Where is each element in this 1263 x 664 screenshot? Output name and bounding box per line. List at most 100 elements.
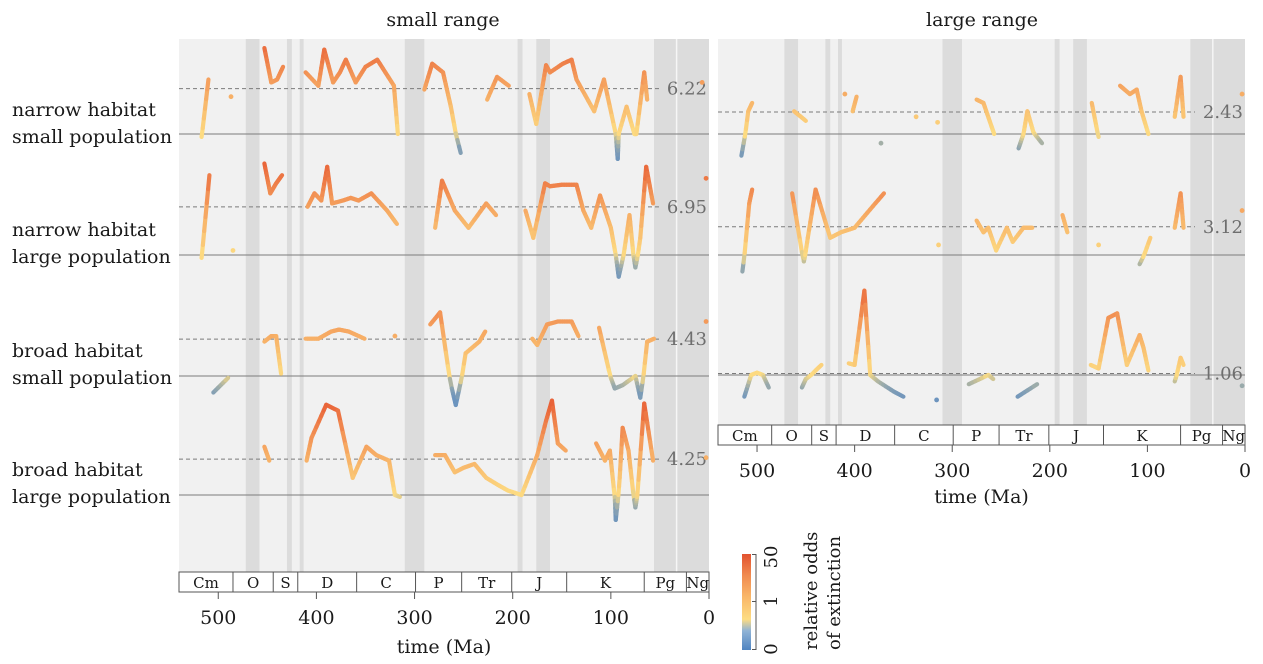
row-label-4-line2: large population bbox=[12, 486, 171, 508]
x-tick-label: 0 bbox=[1239, 460, 1251, 482]
series-2-segment bbox=[765, 383, 771, 390]
x-tick-label: 400 bbox=[836, 460, 872, 482]
legend-tick-label-1: 1 bbox=[761, 595, 782, 606]
series-0-segment bbox=[801, 117, 808, 123]
series-1-segment bbox=[199, 242, 205, 261]
left-panel-title: small range bbox=[386, 9, 499, 31]
period-strip bbox=[178, 571, 710, 593]
series-2-segment bbox=[818, 362, 824, 368]
period-label-J: J bbox=[534, 574, 542, 592]
row-label-2-line1: narrow habitat bbox=[12, 219, 156, 241]
period-label-K: K bbox=[600, 574, 612, 592]
period-label-C: C bbox=[918, 427, 929, 445]
series-0-point bbox=[913, 114, 919, 120]
x-tick-label: 300 bbox=[396, 607, 432, 629]
legend-tick-label-50: 50 bbox=[761, 546, 782, 569]
series-2-segment bbox=[1031, 382, 1040, 389]
extinction-band-0 bbox=[245, 39, 260, 572]
row-label-4: broad habitat large population bbox=[12, 459, 171, 508]
period-label-S: S bbox=[819, 427, 829, 445]
small-range-panel: 6.22 6.95 4.43 4.25 Cm O S D C P Tr J K Pg Ng 500 400 300… bbox=[178, 39, 715, 658]
series-3-segment bbox=[638, 431, 645, 452]
series-1-segment bbox=[393, 219, 399, 227]
series-0-point bbox=[228, 94, 234, 100]
x-tick-label: 0 bbox=[703, 607, 715, 629]
extinction-band-4 bbox=[1054, 39, 1060, 425]
x-tick-label: 500 bbox=[200, 607, 236, 629]
period-label-K: K bbox=[1136, 427, 1148, 445]
legend-tick-label-0: 0 bbox=[761, 643, 782, 654]
period-label-Pg: Pg bbox=[1192, 427, 1212, 445]
series-1-segment bbox=[204, 187, 211, 206]
series-1-point bbox=[1096, 242, 1102, 248]
series-2-segment bbox=[863, 302, 869, 321]
legend-colorbar bbox=[742, 554, 751, 650]
period-label-Ng: Ng bbox=[686, 574, 709, 592]
series-2-point bbox=[1239, 383, 1245, 389]
series-0-segment bbox=[853, 94, 859, 102]
period-label-O: O bbox=[247, 574, 259, 592]
period-label-S: S bbox=[280, 574, 290, 592]
series-2-segment bbox=[867, 358, 873, 378]
series-2-point bbox=[392, 333, 398, 339]
legend-title-line2: of extinction bbox=[824, 535, 845, 650]
x-tick-label: 100 bbox=[1129, 460, 1165, 482]
period-label-C: C bbox=[380, 574, 391, 592]
reference-label-0: 6.22 bbox=[667, 79, 707, 100]
reference-label-0: 2.43 bbox=[1203, 102, 1243, 123]
series-3-segment bbox=[639, 416, 646, 437]
period-label-Ng: Ng bbox=[1222, 427, 1245, 445]
extinction-band-7 bbox=[676, 39, 709, 572]
series-1-segment bbox=[206, 173, 212, 192]
series-0-point bbox=[1239, 91, 1245, 97]
legend-title-line1: relative odds bbox=[801, 532, 822, 650]
series-2-point bbox=[703, 319, 709, 324]
period-label-Pg: Pg bbox=[655, 574, 675, 592]
reference-label-2: 4.43 bbox=[667, 329, 707, 350]
series-2-segment bbox=[575, 331, 581, 339]
period-label-Tr: Tr bbox=[1015, 427, 1033, 445]
right-panel-title: large range bbox=[926, 9, 1038, 31]
row-label-1-line1: narrow habitat bbox=[12, 99, 156, 121]
series-3-segment bbox=[635, 477, 641, 498]
series-1-segment bbox=[492, 211, 499, 218]
series-1-segment bbox=[203, 201, 209, 220]
extinction-band-6 bbox=[654, 39, 677, 572]
series-0-segment bbox=[1095, 130, 1101, 140]
series-0-segment bbox=[1038, 139, 1045, 146]
reference-label-1: 3.12 bbox=[1203, 217, 1243, 238]
row-label-1: narrow habitat small population bbox=[12, 99, 172, 148]
period-label-O: O bbox=[786, 427, 798, 445]
extinction-band-0 bbox=[784, 39, 799, 425]
extinction-band-3 bbox=[404, 39, 425, 572]
extinction-band-6 bbox=[1190, 39, 1213, 425]
period-label-J: J bbox=[1071, 427, 1079, 445]
row-label-4-line1: broad habitat bbox=[12, 459, 143, 481]
series-2-point bbox=[934, 397, 940, 403]
series-2-segment bbox=[1145, 364, 1151, 373]
series-1-segment bbox=[278, 173, 285, 179]
series-2-segment bbox=[862, 288, 868, 307]
series-0-point bbox=[842, 91, 848, 97]
series-0-segment bbox=[205, 77, 211, 92]
series-1-point bbox=[230, 248, 236, 253]
extinction-band-7 bbox=[1212, 39, 1245, 425]
period-label-Tr: Tr bbox=[478, 574, 496, 592]
series-1-segment bbox=[1146, 235, 1153, 245]
series-1-point bbox=[1239, 208, 1245, 213]
row-label-3-line2: small population bbox=[12, 367, 172, 389]
row-label-1-line2: small population bbox=[12, 126, 172, 148]
x-tick-label: 200 bbox=[495, 607, 531, 629]
series-3-segment bbox=[637, 447, 643, 467]
x-tick-label: 100 bbox=[593, 607, 629, 629]
series-0-segment bbox=[504, 82, 511, 88]
series-1-segment bbox=[649, 195, 656, 206]
series-2-segment bbox=[899, 393, 906, 399]
large-range-panel: 2.43 3.12 1.06 Cm O S D C P Tr J K Pg Ng 500 400 300 200 1… bbox=[717, 39, 1251, 508]
row-label-3: broad habitat small population bbox=[12, 340, 172, 389]
period-label-Cm: Cm bbox=[193, 574, 219, 592]
series-2-segment bbox=[441, 337, 449, 355]
extinction-band-1 bbox=[286, 39, 292, 572]
extinction-band-3 bbox=[942, 39, 962, 425]
